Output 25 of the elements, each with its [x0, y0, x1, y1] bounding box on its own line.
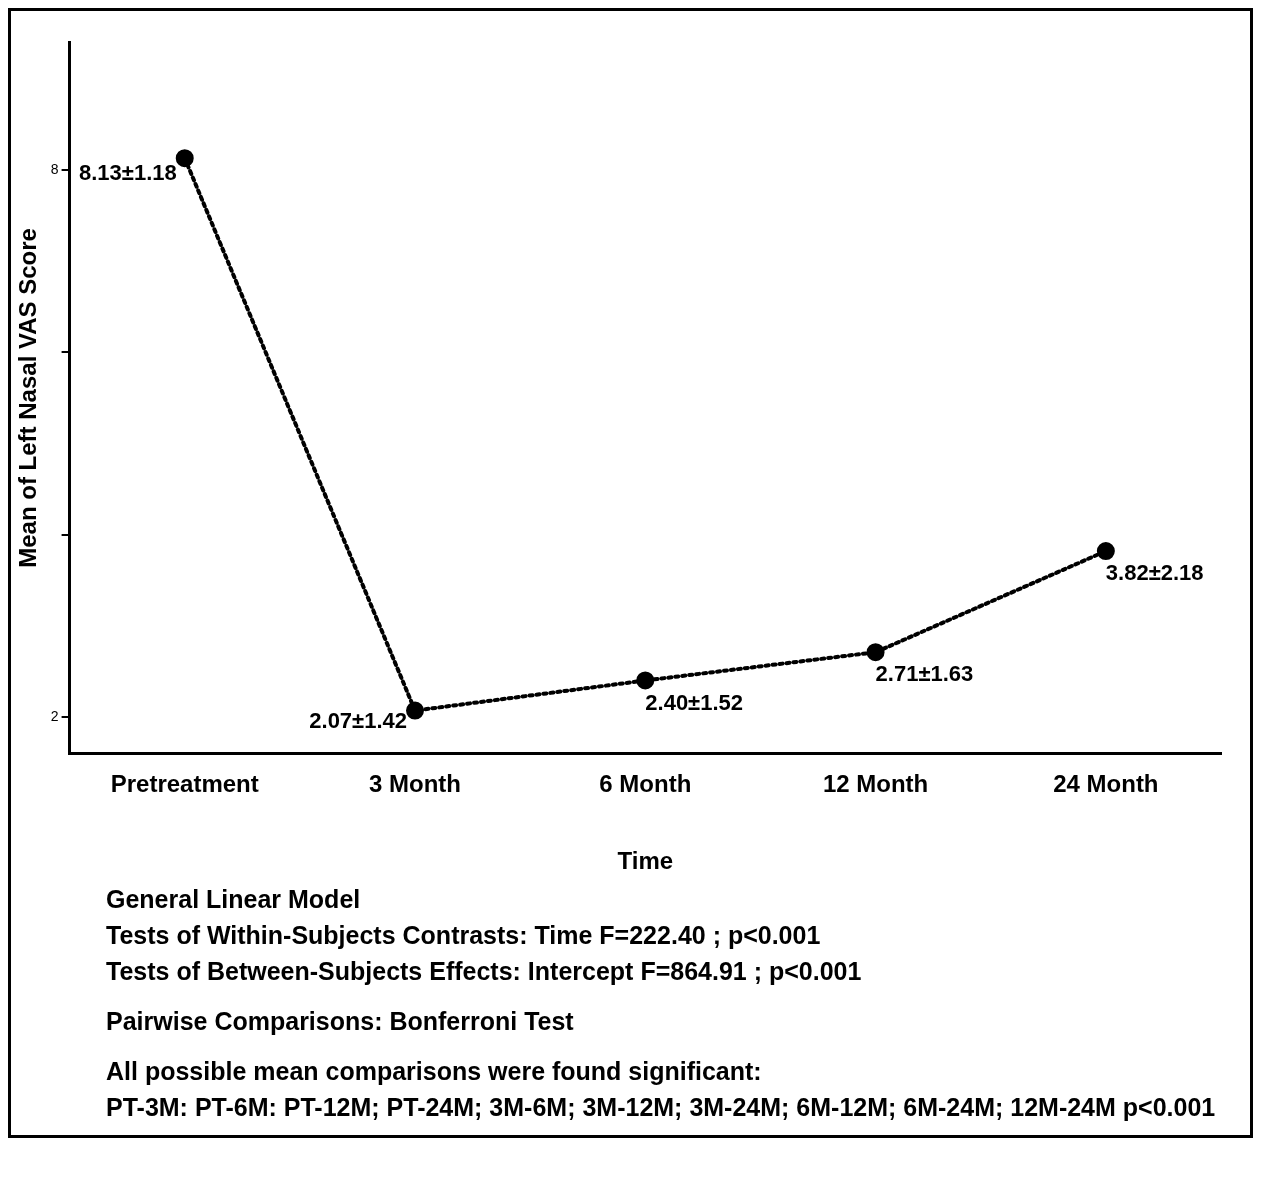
data-label: 8.13±1.18 [79, 160, 177, 186]
text: Tests of Between-Subjects Effects: Intercept F=864.91 ; p<0.001 [106, 956, 863, 987]
y-axis-title: Mean of Left Nasal VAS Score [14, 228, 42, 568]
y-tick-label: 2 [50, 707, 59, 724]
x-tick-label: Pretreatment [110, 770, 259, 798]
text: Tests of Within-Subjects Contrasts: Time F=222.40 ; p<0.001 [106, 920, 822, 951]
data-label: 3.82±2.18 [1105, 560, 1204, 586]
x-axis-title: Time [617, 847, 674, 875]
text: All possible mean comparisons were found significant: [106, 1056, 763, 1087]
point [866, 643, 885, 662]
x-tick-label: 12 Month [822, 770, 929, 798]
point [406, 701, 425, 720]
data-label: 2.71±1.63 [875, 661, 974, 687]
point [636, 671, 655, 690]
x-tick-label: 6 Month [599, 770, 692, 798]
y-tick-label: 8 [50, 160, 59, 177]
x-tick-label: 3 Month [369, 770, 461, 798]
data-label: 2.40±1.52 [645, 689, 744, 715]
x-tick-label: 24 Month [1053, 770, 1159, 798]
data-label: 2.07±1.42 [309, 707, 408, 733]
point [1096, 542, 1115, 561]
text: General Linear Model [106, 884, 362, 915]
text: Pairwise Comparisons: Bonferroni Test [106, 1006, 575, 1037]
point [175, 149, 194, 168]
text: PT-3M: PT-6M: PT-12M; PT-24M; 3M-6M; 3M-12M; 3M-24M; 6M-12M; 6M-24M; 12M-24M p<0.001 [106, 1092, 1217, 1123]
